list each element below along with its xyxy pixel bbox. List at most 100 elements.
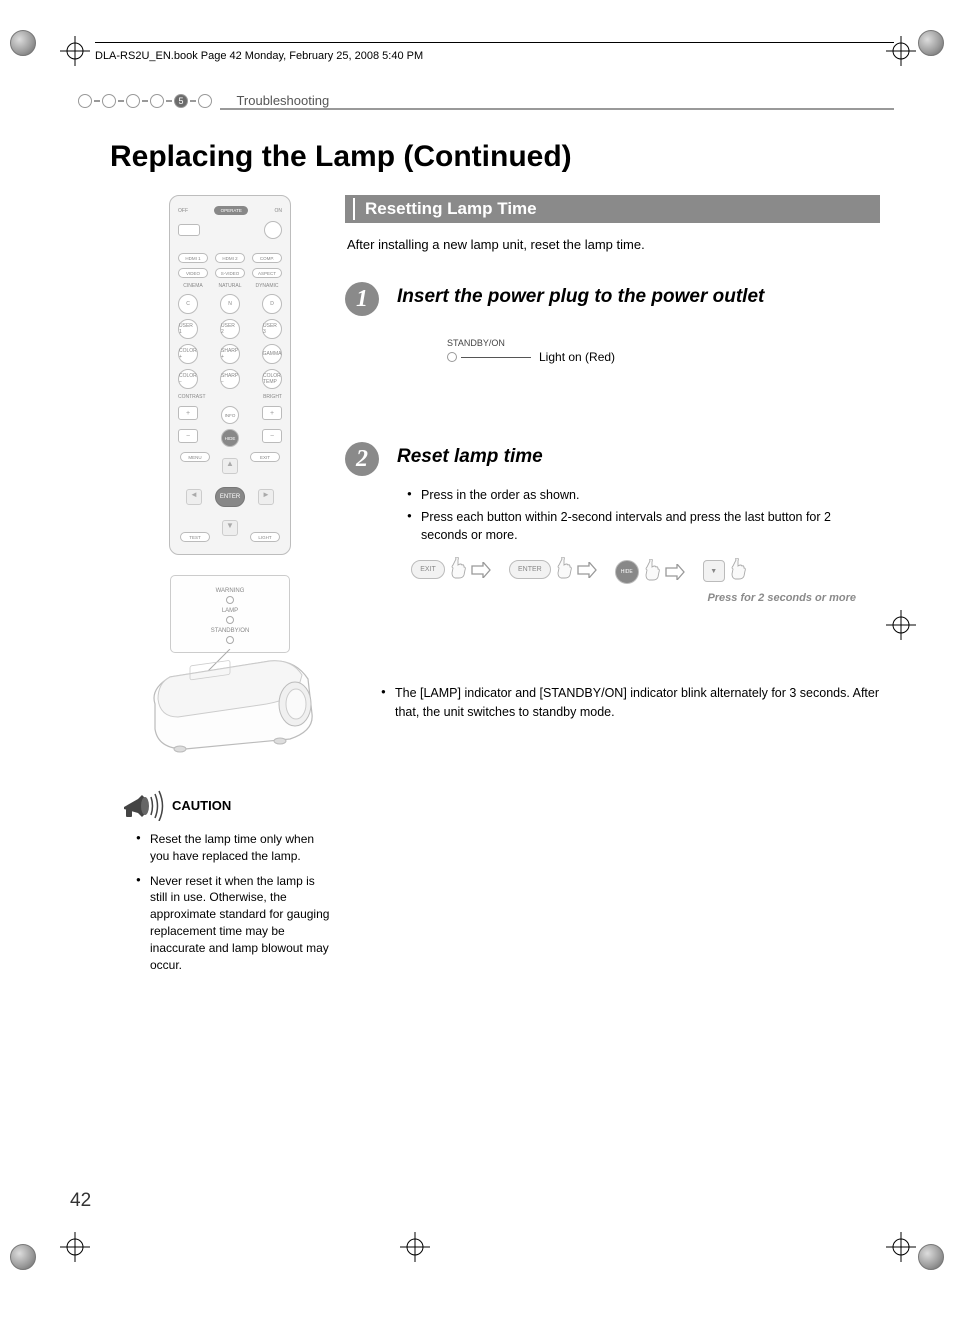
page-header-info: DLA-RS2U_EN.book Page 42 Monday, Februar…	[95, 50, 423, 62]
remote-aspect: ASPECT	[252, 268, 282, 278]
indicator-standby-label: STANDBY/ON	[177, 628, 283, 634]
remote-off-button	[178, 224, 200, 236]
standby-wire	[461, 357, 531, 358]
remote-sharpminus: SHARP −	[220, 369, 240, 389]
caution-title: CAUTION	[172, 798, 231, 813]
indicator-panel: WARNING LAMP STANDBY/ON	[170, 575, 290, 653]
remote-dpad: MENU EXIT ▲ ▼ ◄ ► ENTER TEST LIGHT	[178, 452, 282, 542]
section-header-bar: Resetting Lamp Time	[345, 195, 880, 223]
remote-user3: USER 3	[262, 319, 282, 339]
remote-video: VIDEO	[178, 268, 208, 278]
step-2-title: Reset lamp time	[397, 446, 880, 468]
arrow-icon	[665, 564, 685, 580]
section-underline	[220, 108, 894, 110]
projector-illustration	[140, 649, 320, 759]
step-2-number: 2	[345, 442, 379, 476]
crop-mark-tr	[886, 36, 916, 66]
remote-test: TEST	[180, 532, 210, 542]
seq-hide-button: HIDE	[615, 560, 639, 584]
remote-contrast-label: CONTRAST	[178, 394, 206, 400]
standby-label: STANDBY/ON	[447, 338, 880, 348]
indicator-warning-led	[226, 596, 234, 604]
remote-menu: MENU	[180, 452, 210, 462]
seq-enter-button: ENTER	[509, 560, 551, 579]
remote-enter: ENTER	[215, 487, 245, 507]
step-1-number: 1	[345, 282, 379, 316]
remote-natural-label: NATURAL	[215, 283, 245, 289]
reg-ball-br	[918, 1244, 944, 1270]
seq-exit-button: EXIT	[411, 560, 445, 579]
remote-contrast-minus: −	[178, 429, 198, 443]
remote-colorminus: COLOR −	[178, 369, 198, 389]
page-title: Replacing the Lamp (Continued)	[110, 140, 572, 174]
crop-mark-br	[886, 1232, 916, 1262]
crop-mark-bc	[400, 1232, 430, 1262]
standby-diagram: STANDBY/ON Light on (Red)	[447, 338, 880, 364]
remote-svideo: S-VIDEO	[215, 268, 245, 278]
chapter-title: Troubleshooting	[236, 93, 329, 108]
section-title: Resetting Lamp Time	[365, 199, 537, 218]
press-note: Press for 2 seconds or more	[397, 592, 856, 604]
remote-c-button: C	[178, 294, 198, 314]
remote-exit: EXIT	[250, 452, 280, 462]
remote-info: INFO	[221, 406, 239, 424]
seq-down-button: ▼	[703, 560, 725, 582]
remote-operate-badge: OPERATE	[214, 206, 248, 215]
remote-sharpplus: SHARP +	[220, 344, 240, 364]
page-number: 42	[70, 1190, 91, 1212]
arrow-icon	[471, 562, 491, 578]
button-sequence: EXIT ENTER	[411, 560, 880, 584]
crop-mark-bl	[60, 1232, 90, 1262]
remote-contrast-plus: +	[178, 406, 198, 420]
step-1-title: Insert the power plug to the power outle…	[397, 286, 880, 308]
reg-ball-tr	[918, 30, 944, 56]
remote-comp: COMP.	[252, 253, 282, 263]
remote-bright-label: BRIGHT	[263, 394, 282, 400]
hand-icon	[449, 561, 467, 579]
step-2: 2 Reset lamp time Press in the order as …	[345, 442, 880, 624]
header-rule	[95, 42, 894, 43]
indicator-lamp-led	[226, 616, 234, 624]
step-2-bullet-1: Press in the order as shown.	[411, 486, 880, 504]
remote-hide: HIDE	[221, 429, 239, 447]
remote-hdmi2: HDMI 2	[215, 253, 245, 263]
hand-icon	[729, 562, 747, 580]
crop-mark-mr	[886, 610, 916, 640]
hand-icon	[643, 563, 661, 581]
standby-light-text: Light on (Red)	[539, 350, 615, 364]
remote-on-button	[264, 221, 282, 239]
standby-led-icon	[447, 352, 457, 362]
step-2-final-note: The [LAMP] indicator and [STANDBY/ON] in…	[385, 684, 880, 720]
caution-item-2: Never reset it when the lamp is still in…	[140, 873, 330, 974]
indicator-lamp-label: LAMP	[177, 608, 283, 614]
remote-illustration: OFF OPERATE ON HDMI 1 HDMI 2 COMP. VIDEO…	[169, 195, 291, 555]
step-1: 1 Insert the power plug to the power out…	[345, 282, 880, 424]
megaphone-icon	[120, 789, 166, 821]
remote-user2: USER 2	[220, 319, 240, 339]
remote-light: LIGHT	[250, 532, 280, 542]
indicator-warning-label: WARNING	[177, 588, 283, 594]
remote-gamma: GAMMA	[262, 344, 282, 364]
remote-hdmi1: HDMI 1	[178, 253, 208, 263]
reg-ball-bl	[10, 1244, 36, 1270]
indicator-standby-led	[226, 636, 234, 644]
step-2-bullet-2: Press each button within 2-second interv…	[411, 508, 880, 544]
reg-ball-tl	[10, 30, 36, 56]
hand-icon	[555, 561, 573, 579]
remote-cinema-label: CINEMA	[178, 283, 208, 289]
remote-on-label: ON	[275, 208, 283, 214]
caution-block: CAUTION Reset the lamp time only when yo…	[130, 789, 330, 973]
remote-user1: USER 1	[178, 319, 198, 339]
remote-colorplus: COLOR +	[178, 344, 198, 364]
remote-bright-plus: +	[262, 406, 282, 420]
section-intro: After installing a new lamp unit, reset …	[347, 237, 880, 252]
arrow-icon	[577, 562, 597, 578]
remote-bright-minus: −	[262, 429, 282, 443]
remote-dynamic-label: DYNAMIC	[252, 283, 282, 289]
remote-colortemp: COLOR TEMP	[262, 369, 282, 389]
crop-mark-tl	[60, 36, 90, 66]
caution-item-1: Reset the lamp time only when you have r…	[140, 831, 330, 865]
remote-n-button: N	[220, 294, 240, 314]
chapter-number-badge: 5	[174, 94, 188, 108]
remote-off-label: OFF	[178, 208, 188, 214]
